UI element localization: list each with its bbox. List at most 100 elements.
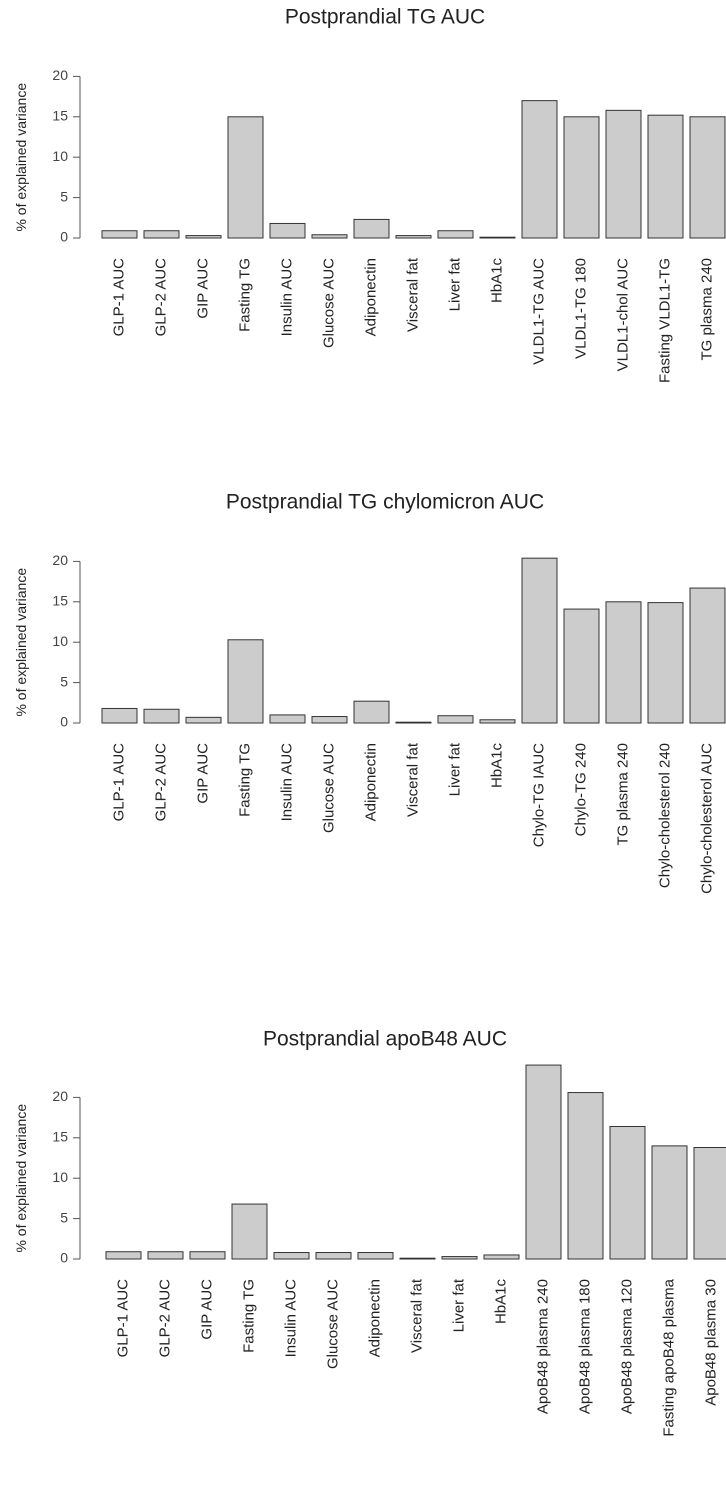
bar xyxy=(105,1251,142,1260)
y-tick-label: 10 xyxy=(52,633,68,649)
bar xyxy=(101,230,138,239)
x-tick-label: Visceral fat xyxy=(404,257,421,332)
bar xyxy=(563,116,600,239)
x-tick-label: Insulin AUC xyxy=(282,1279,299,1358)
x-tick-label: Visceral fat xyxy=(404,742,421,817)
y-tick-label: 20 xyxy=(52,1088,68,1104)
x-tick-label: Adiponectin xyxy=(362,743,379,821)
bar xyxy=(605,601,642,724)
bar xyxy=(563,608,600,724)
y-tick-label: 5 xyxy=(60,673,68,689)
y-tick-label: 20 xyxy=(52,552,68,568)
x-tick-label: Liver fat xyxy=(446,742,463,796)
bar xyxy=(185,235,222,239)
chart-title: Postprandial apoB48 AUC xyxy=(263,1028,507,1051)
y-tick-label: 0 xyxy=(60,229,68,245)
bar xyxy=(143,708,180,724)
x-tick-label: ApoB48 plasma 30 xyxy=(702,1279,719,1406)
bar xyxy=(227,639,264,724)
x-tick-label: HbA1c xyxy=(488,258,505,304)
y-axis-label: % of explained variance xyxy=(13,1104,29,1253)
bar xyxy=(353,700,390,724)
y-tick-label: 0 xyxy=(60,714,68,730)
y-tick-label: 20 xyxy=(52,67,68,83)
bar xyxy=(441,1256,478,1260)
chart-title: Postprandial TG chylomicron AUC xyxy=(226,491,544,514)
x-tick-label: Fasting VLDL1-TG xyxy=(656,258,673,383)
x-tick-label: ApoB48 plasma 120 xyxy=(618,1279,635,1414)
x-tick-label: Fasting TG xyxy=(240,1279,257,1353)
bar xyxy=(311,234,348,239)
bar xyxy=(143,230,180,239)
y-tick-label: 15 xyxy=(52,593,68,609)
bar xyxy=(269,222,306,239)
x-tick-label: GLP-1 AUC xyxy=(114,1279,131,1358)
bar xyxy=(479,236,516,239)
y-axis-label: % of explained variance xyxy=(13,83,29,232)
x-tick-label: Glucose AUC xyxy=(320,258,337,348)
x-tick-label: Liver fat xyxy=(450,1278,467,1332)
bar xyxy=(311,716,348,724)
bar xyxy=(437,715,474,724)
y-tick-label: 15 xyxy=(52,108,68,124)
x-tick-label: ApoB48 plasma 240 xyxy=(534,1279,551,1414)
y-axis-label: % of explained variance xyxy=(13,568,29,717)
x-tick-label: HbA1c xyxy=(488,743,505,789)
chart: Postprandial TG chylomicron AUC % of expl… xyxy=(13,491,726,894)
x-tick-label: VLDL1-TG AUC xyxy=(530,258,547,365)
bar xyxy=(357,1252,394,1260)
y-tick-label: 5 xyxy=(60,188,68,204)
bar xyxy=(315,1252,352,1260)
x-tick-label: Chylo-TG IAUC xyxy=(530,743,547,847)
y-tick-label: 15 xyxy=(52,1129,68,1145)
y-tick-label: 10 xyxy=(52,148,68,164)
x-tick-label: Glucose AUC xyxy=(324,1279,341,1369)
x-tick-label: Insulin AUC xyxy=(278,258,295,337)
bar xyxy=(521,557,558,724)
bar xyxy=(185,716,222,724)
chart: Postprandial TG AUC % of explained varian… xyxy=(13,6,726,383)
bar xyxy=(605,109,642,239)
x-tick-label: HbA1c xyxy=(492,1279,509,1325)
bar xyxy=(399,1257,436,1260)
x-tick-label: Chylo-cholesterol 240 xyxy=(656,743,673,888)
x-tick-label: TG plasma 240 xyxy=(614,743,631,846)
bar xyxy=(231,1203,268,1260)
x-tick-label: Chylo-cholesterol AUC xyxy=(698,743,715,894)
x-tick-label: GLP-2 AUC xyxy=(152,743,169,822)
bar xyxy=(395,235,432,239)
bar xyxy=(689,587,726,724)
x-tick-label: Glucose AUC xyxy=(320,743,337,833)
bar xyxy=(437,230,474,239)
bar xyxy=(609,1125,646,1260)
x-tick-label: VLDL1-TG 180 xyxy=(572,258,589,359)
bar xyxy=(483,1254,520,1260)
bar xyxy=(147,1251,184,1260)
bar xyxy=(101,707,138,724)
x-tick-label: GIP AUC xyxy=(194,258,211,319)
x-tick-label: Fasting TG xyxy=(236,743,253,817)
bar xyxy=(651,1145,688,1260)
bar xyxy=(269,714,306,724)
x-tick-label: Visceral fat xyxy=(408,1278,425,1353)
bar xyxy=(647,114,684,239)
x-tick-label: Insulin AUC xyxy=(278,743,295,822)
bar xyxy=(189,1251,226,1260)
x-tick-label: Fasting TG xyxy=(236,258,253,332)
x-tick-label: GLP-2 AUC xyxy=(152,258,169,337)
x-tick-label: GIP AUC xyxy=(198,1279,215,1340)
x-tick-label: ApoB48 plasma 180 xyxy=(576,1279,593,1414)
bar xyxy=(227,116,264,239)
bar xyxy=(525,1064,562,1260)
y-tick-label: 0 xyxy=(60,1250,68,1266)
x-tick-label: Adiponectin xyxy=(366,1279,383,1357)
x-tick-label: Chylo-TG 240 xyxy=(572,743,589,836)
bar xyxy=(647,602,684,724)
x-tick-label: Adiponectin xyxy=(362,258,379,336)
x-tick-label: GLP-1 AUC xyxy=(110,258,127,337)
x-tick-label: GLP-2 AUC xyxy=(156,1279,173,1358)
y-tick-label: 5 xyxy=(60,1209,68,1225)
chart: Postprandial apoB48 AUC % of explained va… xyxy=(13,1028,726,1437)
bar xyxy=(567,1092,604,1260)
